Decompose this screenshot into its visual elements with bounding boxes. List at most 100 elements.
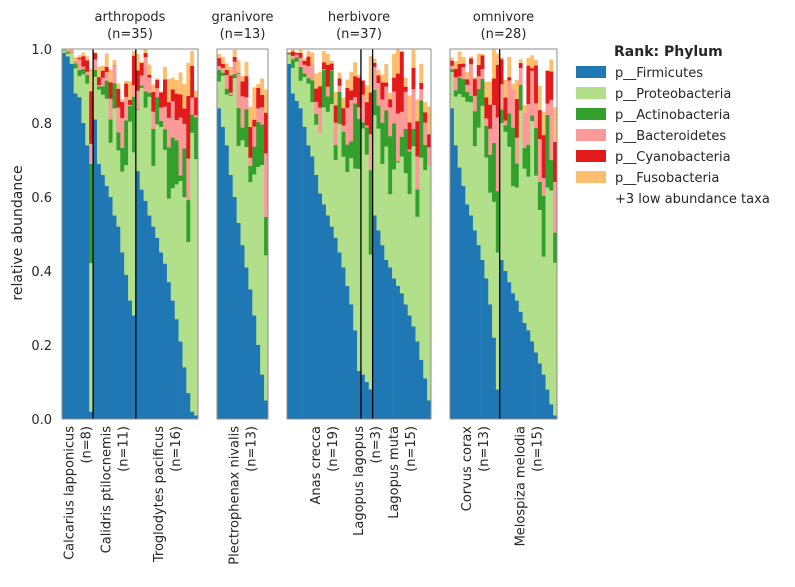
bar-segment-proteobacteria xyxy=(65,53,71,57)
bar-segment-other xyxy=(514,49,520,80)
facet-title: granivore xyxy=(211,10,273,25)
bar-segment-firmicutes xyxy=(522,322,527,419)
bar-segment-fusobacteria xyxy=(427,106,432,135)
bar-segment-cyanobacteria xyxy=(388,99,393,108)
bar-segment-cyanobacteria xyxy=(403,86,408,92)
bar-segment-actinobacteria xyxy=(534,128,539,176)
bar-segment-other xyxy=(476,49,481,54)
bar-segment-proteobacteria xyxy=(480,105,485,260)
bar-segment-actinobacteria xyxy=(248,165,253,183)
bar-segment-fusobacteria xyxy=(333,91,338,106)
bar-segment-actinobacteria xyxy=(298,66,303,81)
bar-segment-bacteroidetes xyxy=(526,104,531,145)
bar-segment-cyanobacteria xyxy=(549,71,554,100)
bar-segment-proteobacteria xyxy=(461,97,466,186)
bar-segment-cyanobacteria xyxy=(380,82,385,100)
bar-segment-actinobacteria xyxy=(159,120,164,127)
facet-title: herbivore xyxy=(328,10,390,25)
bar-segment-firmicutes xyxy=(228,174,234,419)
bar-segment-cyanobacteria xyxy=(360,80,366,95)
bar-segment-bacteroidetes xyxy=(341,125,346,132)
bar-segment-actinobacteria xyxy=(306,78,311,84)
bar-segment-firmicutes xyxy=(147,215,152,419)
bar-segment-other xyxy=(151,49,156,85)
bar-segment-bacteroidetes xyxy=(537,139,543,182)
bar-segment-proteobacteria xyxy=(329,104,335,227)
bar-segment-cyanobacteria xyxy=(306,56,311,67)
bar-segment-actinobacteria xyxy=(495,191,501,253)
bar-segment-proteobacteria xyxy=(73,68,78,94)
bar-segment-bacteroidetes xyxy=(112,66,117,84)
bar-segment-proteobacteria xyxy=(77,76,82,98)
bar-segment-proteobacteria xyxy=(507,146,512,283)
panel-frame xyxy=(449,48,558,420)
bar-segment-actinobacteria xyxy=(372,89,377,116)
bar-segment-proteobacteria xyxy=(511,186,516,294)
bar-segment-bacteroidetes xyxy=(403,91,408,130)
bar-segment-fusobacteria xyxy=(453,61,458,69)
bar-segment-cyanobacteria xyxy=(376,75,381,84)
bar-segment-fusobacteria xyxy=(541,111,546,136)
bar-segment-actinobacteria xyxy=(360,122,366,129)
bar-segment-proteobacteria xyxy=(553,262,558,416)
facet-arthropods: arthropods (n=35) Calcarius lapponicus (n=8… xyxy=(61,10,199,563)
bar-segment-other xyxy=(302,49,307,59)
bar-segment-actinobacteria xyxy=(120,147,125,172)
bar-segment-cyanobacteria xyxy=(364,102,370,126)
bar-segment-proteobacteria xyxy=(217,81,222,109)
bar-segment-other xyxy=(384,49,389,64)
bar-segment-actinobacteria xyxy=(290,59,296,68)
bar-segment-cyanobacteria xyxy=(427,134,432,148)
bar-segment-proteobacteria xyxy=(128,121,133,301)
bar-segment-actinobacteria xyxy=(341,131,346,157)
bar-segment-other xyxy=(217,49,222,54)
species-label: Lagopus muta xyxy=(387,426,402,519)
bar-segment-fusobacteria xyxy=(484,81,489,98)
bar-segment-fusobacteria xyxy=(403,77,408,87)
bar-segment-fusobacteria xyxy=(353,62,358,77)
bar-segment-other xyxy=(73,49,78,58)
bar-segment-proteobacteria xyxy=(256,167,261,345)
bar-segment-firmicutes xyxy=(217,108,222,419)
bar-segment-fusobacteria xyxy=(287,51,292,53)
bar-segment-firmicutes xyxy=(492,337,497,419)
bar-segment-bacteroidetes xyxy=(73,61,78,64)
bar-segment-firmicutes xyxy=(349,304,354,419)
bar-segment-bacteroidetes xyxy=(411,89,416,129)
bar-segment-firmicutes xyxy=(131,315,137,419)
bar-segment-other xyxy=(108,49,113,70)
bar-segment-cyanobacteria xyxy=(163,79,168,107)
bar-segment-cyanobacteria xyxy=(93,53,98,60)
bar-segment-bacteroidetes xyxy=(484,118,489,126)
bar-segment-bacteroidetes xyxy=(240,96,245,128)
bar-segment-proteobacteria xyxy=(302,77,307,127)
bar-segment-actinobacteria xyxy=(62,49,67,51)
bar-segment-actinobacteria xyxy=(522,148,527,169)
bar-segment-fusobacteria xyxy=(337,72,342,79)
bar-segment-bacteroidetes xyxy=(380,99,385,123)
species-label: Anas crecca xyxy=(309,426,324,504)
bar-segment-firmicutes xyxy=(534,352,539,419)
bar-segment-other xyxy=(124,49,129,81)
bar-segment-bacteroidetes xyxy=(522,112,527,149)
bar-segment-cyanobacteria xyxy=(530,68,535,71)
bar-segment-actinobacteria xyxy=(480,78,485,106)
bar-segment-other xyxy=(457,49,462,52)
bar-segment-proteobacteria xyxy=(380,163,385,246)
species-count: (n=3) xyxy=(369,426,384,464)
bar-segment-cyanobacteria xyxy=(314,88,319,102)
bar-segment-firmicutes xyxy=(461,185,466,419)
bar-segment-actinobacteria xyxy=(104,80,109,99)
bar-segment-fusobacteria xyxy=(135,53,141,71)
bar-segment-firmicutes xyxy=(310,156,315,420)
bar-segment-proteobacteria xyxy=(159,126,164,253)
bar-segment-fusobacteria xyxy=(503,79,508,98)
bar-segment-bacteroidetes xyxy=(100,77,106,87)
bar-segment-proteobacteria xyxy=(81,74,86,123)
bar-segment-other xyxy=(480,49,485,54)
bar-segment-bacteroidetes xyxy=(415,156,420,190)
bar-segment-cyanobacteria xyxy=(228,75,234,93)
bar-segment-fusobacteria xyxy=(423,102,428,113)
bar-segment-actinobacteria xyxy=(194,117,199,160)
bar-segment-fusobacteria xyxy=(220,56,226,64)
